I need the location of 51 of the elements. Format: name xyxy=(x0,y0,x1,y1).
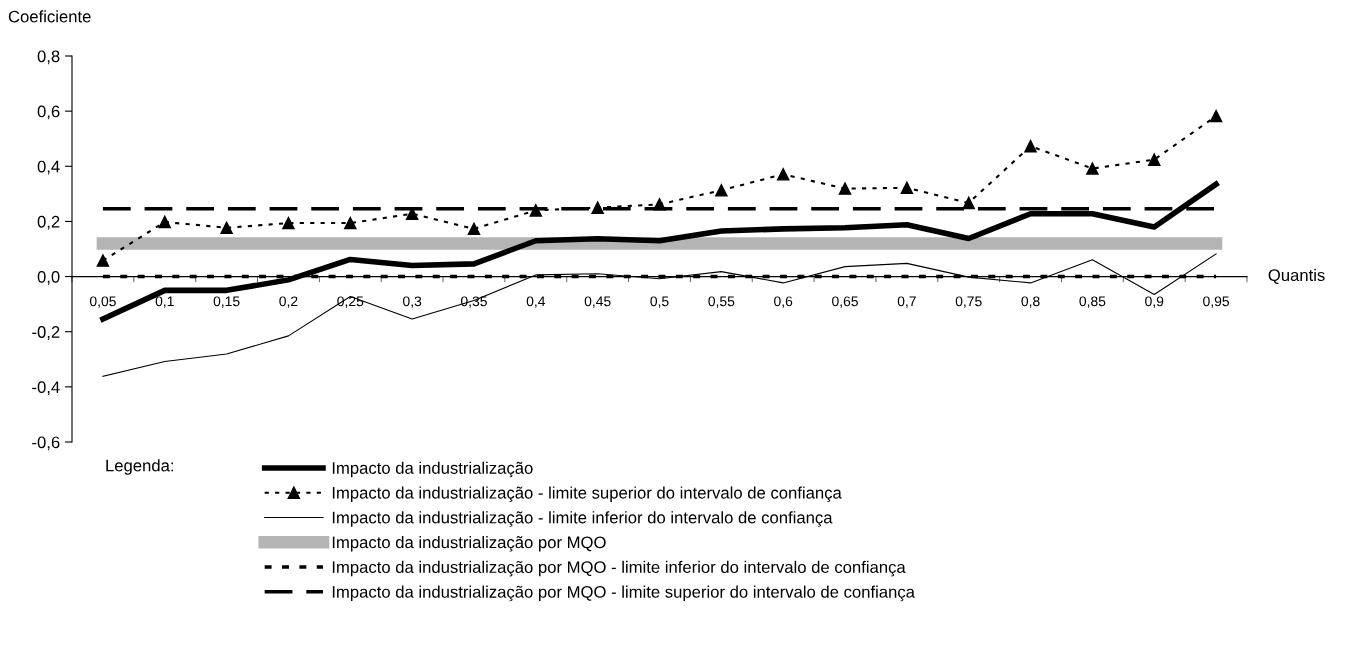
point xyxy=(1024,139,1037,153)
point xyxy=(282,216,295,230)
x-tick-label: 0,85 xyxy=(1079,296,1106,308)
legend-label: Impacto da industrialização - limite superior do intervalo de confiança xyxy=(332,486,842,503)
point xyxy=(591,201,604,214)
x-tick-label: 0,05 xyxy=(89,296,116,308)
x-tick-label: 0,4 xyxy=(526,296,546,308)
legend-label: Impacto da industrialização por MQO - limite inferior do intervalo de confiança xyxy=(332,560,906,577)
point xyxy=(158,215,172,229)
legend-title: Legenda: xyxy=(106,459,173,475)
x-tick-label: 0,2 xyxy=(279,296,298,308)
legend-label: Impacto da industrialização - limite inferior do intervalo de confiança xyxy=(332,511,833,527)
point xyxy=(900,181,914,195)
y-tick-label: 0,0 xyxy=(37,270,60,285)
x-tick-label: 0,9 xyxy=(1145,296,1164,308)
y-tick-label: 0,8 xyxy=(37,50,60,65)
legend-label: Impacto da industrialização por MQO - limite superior do intervalo de confiança xyxy=(332,585,915,602)
point xyxy=(1086,162,1099,175)
point xyxy=(1147,153,1161,166)
point xyxy=(1209,109,1223,123)
x-tick-label: 0,1 xyxy=(155,296,174,308)
point xyxy=(838,182,852,195)
point xyxy=(715,184,728,197)
y-tick-label: 0,2 xyxy=(37,215,60,230)
y-tick-label: -0,4 xyxy=(32,381,60,396)
legend-label: Impacto da industrialização por MQO xyxy=(332,535,606,552)
legend-label: Impacto da industrialização xyxy=(332,461,533,478)
y-tick-label: 0,6 xyxy=(37,105,60,120)
point xyxy=(962,196,975,210)
point xyxy=(220,221,233,235)
point xyxy=(467,222,481,236)
y-axis-title: Coeficiente xyxy=(8,10,91,23)
x-tick-label: 0,6 xyxy=(774,296,793,308)
x-tick-label: 0,55 xyxy=(708,296,735,308)
y-tick-label: -0,2 xyxy=(32,326,60,340)
point xyxy=(405,207,419,220)
x-axis-title: Quantis xyxy=(1268,268,1325,285)
x-tick-label: 0,8 xyxy=(1021,296,1040,308)
x-tick-label: 0,65 xyxy=(832,296,858,308)
x-tick-label: 0,45 xyxy=(584,296,611,308)
x-tick-label: 0,7 xyxy=(897,296,916,308)
x-tick-label: 0,15 xyxy=(213,296,240,308)
y-tick-label: 0,4 xyxy=(37,160,60,175)
y-tick-label: -0,6 xyxy=(32,436,60,451)
point xyxy=(344,216,357,230)
x-tick-label: 0,95 xyxy=(1203,296,1230,308)
x-tick-label: 0,3 xyxy=(403,296,422,308)
x-tick-label: 0,5 xyxy=(650,296,669,308)
point xyxy=(96,254,110,267)
x-tick-label: 0,75 xyxy=(955,296,982,308)
point xyxy=(776,168,790,181)
